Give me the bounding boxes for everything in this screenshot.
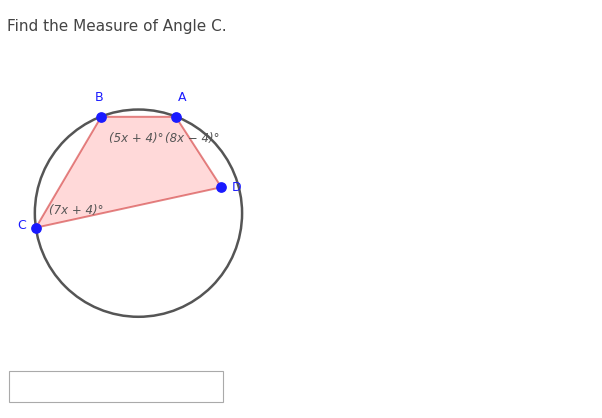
Text: C: C <box>17 219 25 232</box>
Point <box>171 113 181 120</box>
Text: (7x + 4)°: (7x + 4)° <box>49 204 104 217</box>
Text: (8x − 4)°: (8x − 4)° <box>166 133 220 145</box>
Point <box>96 113 106 120</box>
Polygon shape <box>36 117 222 228</box>
Point <box>217 184 226 191</box>
Text: B: B <box>95 92 104 104</box>
Point <box>31 224 41 231</box>
Text: D: D <box>232 181 241 194</box>
Text: (5x + 4)°: (5x + 4)° <box>110 133 164 145</box>
Text: A: A <box>178 92 186 104</box>
Text: Find the Measure of Angle C.: Find the Measure of Angle C. <box>7 19 227 34</box>
